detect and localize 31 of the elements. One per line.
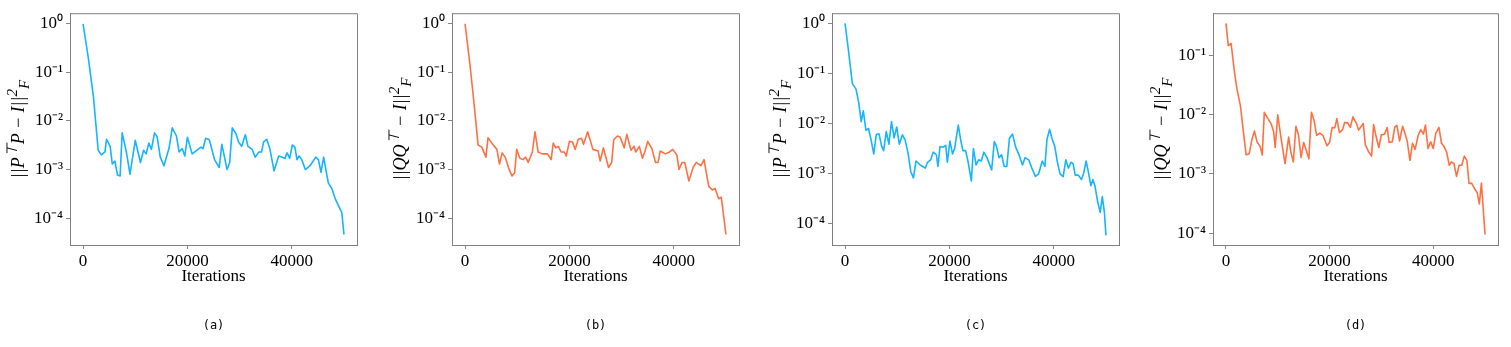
x-tick-label: 40000 — [1032, 250, 1076, 270]
x-tick-label: 0 — [840, 250, 850, 270]
y-tick-label: 10⁻⁴ — [416, 207, 446, 227]
text: (c) — [964, 318, 987, 332]
y-tick-label: 10⁻⁴ — [34, 207, 64, 227]
y-tick-label: 10⁻⁴ — [1177, 222, 1207, 242]
text: (b) — [584, 318, 607, 332]
x-tick-label: 0 — [460, 250, 470, 270]
y-tick-label: 10⁻¹ — [1177, 45, 1206, 65]
y-tick-label: 10⁰ — [40, 13, 63, 33]
y-tick-label: 10⁻¹ — [416, 61, 445, 81]
x-tick-label: 40000 — [652, 250, 696, 270]
y-tick-label: 10⁻³ — [796, 163, 825, 183]
text: (d) — [1344, 318, 1367, 332]
x-tick-label: 40000 — [1411, 250, 1455, 270]
x-tick-label: 0 — [78, 250, 88, 270]
y-tick-label: 10⁻² — [796, 113, 825, 133]
y-tick-label: 10⁻² — [1177, 104, 1206, 124]
y-tick-label: 10⁰ — [802, 12, 825, 32]
y-tick-label: 10⁰ — [422, 13, 445, 33]
text: (a) — [202, 318, 225, 332]
x-tick-label: 40000 — [270, 250, 314, 270]
y-tick-label: 10⁻³ — [1177, 163, 1206, 183]
y-tick-label: 10⁻³ — [416, 159, 445, 179]
y-tick-label: 10⁻² — [34, 110, 63, 130]
y-tick-label: 10⁻² — [416, 110, 445, 130]
y-tick-label: 10⁻³ — [34, 159, 63, 179]
x-tick-label: 0 — [1221, 250, 1231, 270]
y-tick-label: 10⁻¹ — [34, 61, 63, 81]
y-tick-label: 10⁻¹ — [796, 63, 825, 83]
y-tick-label: 10⁻⁴ — [796, 213, 826, 233]
